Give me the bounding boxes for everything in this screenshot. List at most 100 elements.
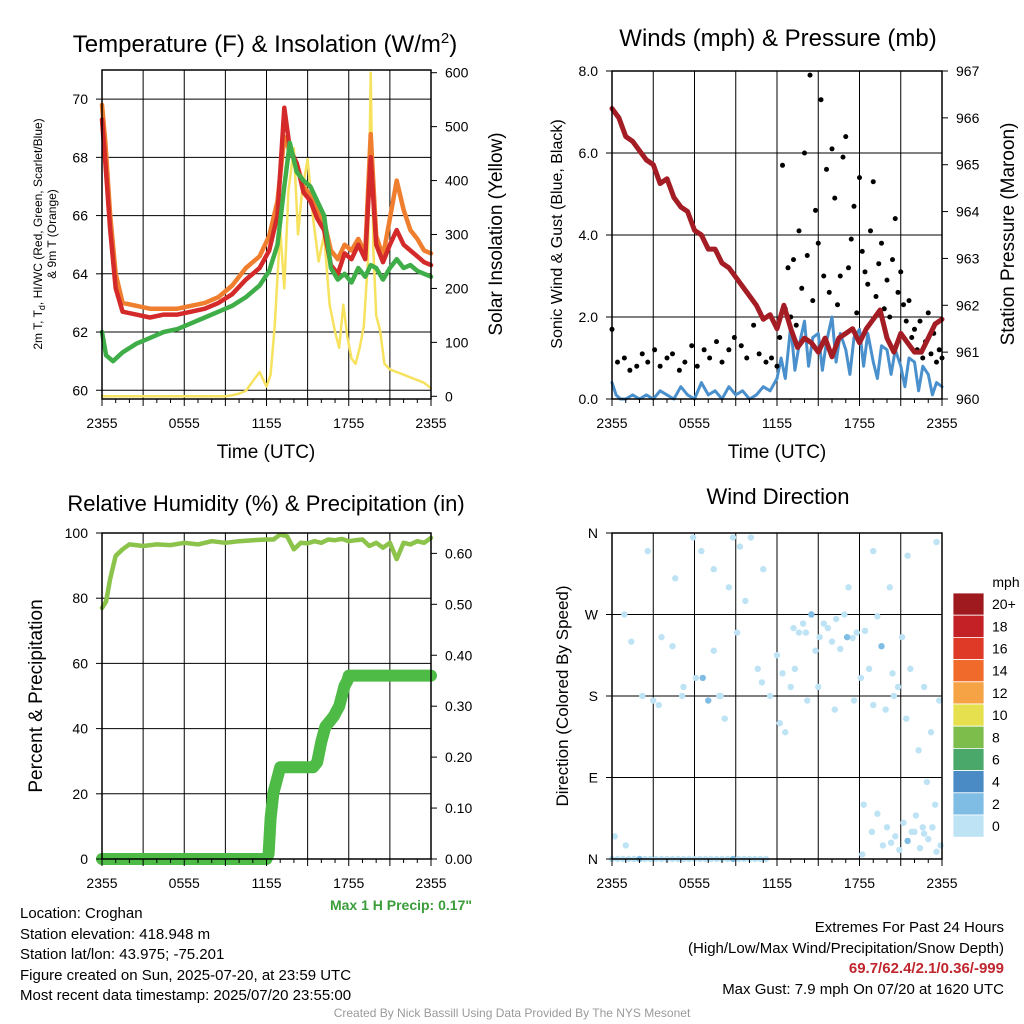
direction-point (936, 697, 943, 704)
direction-point (860, 801, 867, 808)
temperature-panel: Temperature (F) & Insolation (W/m2) 2355… (31, 30, 507, 463)
x-tick-label: 0555 (169, 415, 200, 431)
x-tick-label: 1755 (844, 415, 875, 431)
direction-point (878, 642, 885, 650)
direction-point (791, 665, 799, 673)
series-pressure (609, 106, 945, 360)
direction-point (779, 670, 786, 677)
extremes-info: Extremes For Past 24 Hours (High/Low/Max… (688, 918, 1004, 1000)
direction-point (920, 683, 928, 691)
colorbar-unit: mph (992, 574, 1019, 590)
direction-point (721, 715, 728, 722)
speed-colorbar: mph 20+ 18 16 14 12 10 8 6 4 2 0 (952, 574, 1020, 838)
gust-point (936, 347, 942, 353)
colorbar-swatch (952, 681, 985, 705)
direction-y-label: Direction (Colored By Speed) (553, 585, 572, 806)
wind-panel: Winds (mph) & Pressure (mb) 2355 0555 1155… (549, 25, 1019, 463)
y-tick-label: 2.0 (579, 309, 599, 325)
direction-point (754, 665, 761, 673)
x-tick-label: 2355 (86, 875, 117, 891)
direction-point (611, 833, 618, 840)
direction-point (900, 819, 907, 826)
x-tick-label: 1755 (844, 875, 875, 891)
gust-point (934, 359, 939, 365)
temperature-y-label: 2m T, Td, HI/WC (Red, Green, Scarlet/Blu… (31, 118, 47, 349)
direction-point (937, 842, 944, 849)
y2-tick-label: 0 (445, 388, 453, 404)
humidity-panel: Relative Humidity (%) & Precipitation (i… (26, 491, 472, 913)
y-tick-label: 8.0 (579, 63, 599, 79)
y-tick-label: 60 (72, 382, 88, 398)
info-latlon: Station lat/lon: 43.975; -75.201 (20, 946, 225, 963)
direction-point (903, 715, 910, 722)
direction-point (699, 674, 706, 682)
direction-point (927, 729, 935, 736)
gust-point (873, 294, 879, 299)
gust-point (865, 281, 871, 287)
direction-point (747, 534, 755, 541)
direction-point (908, 828, 915, 836)
gust-point (917, 318, 923, 324)
gust-point (876, 261, 882, 267)
info-timestamp: Most recent data timestamp: 2025/07/20 2… (20, 987, 352, 1004)
gust-point (645, 359, 651, 365)
gust-point (815, 240, 821, 246)
wind-ticks: 2355 0555 1155 1755 2355 0.0 2.0 4.0 6.0 8.0 960 96… (579, 63, 980, 431)
gust-point (884, 277, 890, 283)
info-elevation: Station elevation: 418.948 m (20, 925, 211, 943)
gust-point (868, 228, 873, 234)
wind-y-label: Sonic Wind & Gust (Blue, Black) (549, 119, 566, 348)
direction-point (820, 620, 827, 627)
gust-point (854, 310, 860, 316)
colorbar-label: 0 (992, 818, 1000, 834)
gust-point (843, 134, 849, 140)
gust-point (859, 248, 865, 254)
gust-point (857, 175, 862, 181)
direction-point (816, 633, 823, 641)
gust-point (804, 253, 810, 258)
colorbar-swatch (952, 725, 985, 749)
gust-point (682, 359, 688, 365)
direction-point (680, 683, 687, 691)
direction-point (644, 547, 651, 555)
y2-tick-label: 100 (445, 334, 469, 350)
direction-point (710, 566, 717, 573)
humidity-title: Relative Humidity (%) & Precipitation (i… (67, 491, 464, 516)
gust-point (780, 162, 785, 168)
x-tick-label: 1155 (251, 875, 281, 891)
gust-point (818, 97, 824, 103)
gust-point (807, 72, 813, 78)
y2-tick-label: 0.50 (445, 596, 472, 612)
gust-point (862, 269, 868, 275)
temperature-x-label: Time (UTC) (217, 442, 316, 463)
gust-point (707, 355, 713, 361)
direction-point (904, 552, 911, 559)
direction-point (865, 665, 873, 673)
gust-point (791, 257, 796, 263)
gust-point (846, 265, 851, 271)
gust-point (756, 351, 762, 357)
direction-point (678, 692, 686, 700)
direction-point (804, 697, 811, 704)
gust-point (887, 314, 893, 320)
direction-point (923, 778, 931, 786)
direction-point (904, 837, 911, 845)
gust-point (925, 310, 931, 316)
direction-point (920, 830, 928, 837)
direction-point (929, 824, 936, 831)
gust-point (615, 359, 620, 365)
gust-point (785, 265, 791, 271)
credit-line: Created By Nick Bassill Using Data Provi… (333, 1006, 691, 1020)
temperature-ticks: 2355 0555 1155 1755 2355 60 62 64 66 68 70 0 100 200 3… (72, 65, 468, 431)
direction-point (874, 810, 881, 817)
gust-point (634, 363, 640, 369)
direction-point (802, 629, 810, 636)
direction-point (859, 851, 866, 858)
x-tick-label: 0555 (679, 875, 710, 891)
x-tick-label: 2355 (415, 415, 446, 431)
y-tick-label: N (588, 525, 598, 541)
temperature-series (99, 71, 434, 398)
direction-point (782, 729, 789, 736)
y2-tick-label: 0.30 (445, 698, 472, 714)
wind-y2-label: Station Pressure (Maroon) (998, 123, 1019, 346)
